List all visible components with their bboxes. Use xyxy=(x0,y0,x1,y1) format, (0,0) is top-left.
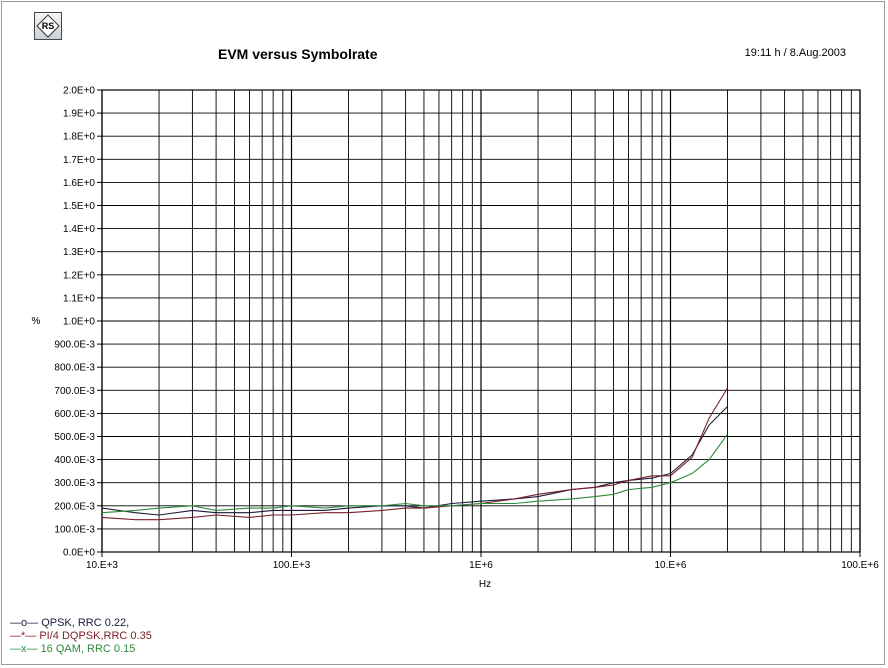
y-tick-label: 1.5E+0 xyxy=(63,201,95,212)
y-tick-label: 600.0E-3 xyxy=(54,409,95,420)
y-tick-label: 1.2E+0 xyxy=(63,270,95,281)
chart-plot: 0.0E+0 100.0E-3 200.0E-3 300.0E-3 400.0E-3 50… xyxy=(32,86,880,591)
legend-marker: —o— xyxy=(10,617,39,629)
legend-label: 16 QAM, RRC 0.15 xyxy=(40,643,136,655)
legend-label: PI/4 DQPSK,RRC 0.35 xyxy=(39,630,152,642)
legend-marker: —*— xyxy=(10,630,37,642)
chart-title: EVM versus Symbolrate xyxy=(218,46,378,62)
x-axis-label: Hz xyxy=(479,579,491,590)
x-tick-label: 10.E+3 xyxy=(86,560,118,571)
y-tick-label: 1.1E+0 xyxy=(63,293,95,304)
svg-text:RS: RS xyxy=(42,21,55,31)
series-line xyxy=(101,406,728,516)
series-line xyxy=(101,433,728,514)
y-tick-label: 1.9E+0 xyxy=(63,109,95,120)
x-tick-label: 100.E+3 xyxy=(273,560,311,571)
y-tick-label: 1.6E+0 xyxy=(63,178,95,189)
y-tick-label: 0.0E+0 xyxy=(63,548,95,559)
y-tick-label: 1.0E+0 xyxy=(63,317,95,328)
y-tick-label: 1.3E+0 xyxy=(63,247,95,258)
y-tick-label: 1.8E+0 xyxy=(63,132,95,143)
plot-area-border xyxy=(101,89,861,553)
y-tick-label: 700.0E-3 xyxy=(54,386,95,397)
legend-item-qpsk: —o— QPSK, RRC 0.22, xyxy=(10,617,152,630)
legend: —o— QPSK, RRC 0.22, —*— PI/4 DQPSK,RRC 0… xyxy=(10,617,152,656)
y-tick-label: 900.0E-3 xyxy=(54,340,95,351)
y-tick-label: 500.0E-3 xyxy=(54,432,95,443)
y-tick-label: 800.0E-3 xyxy=(54,363,95,374)
y-tick-label: 400.0E-3 xyxy=(54,455,95,466)
x-tick-label: 10.E+6 xyxy=(655,560,687,571)
y-tick-label: 100.0E-3 xyxy=(54,524,95,535)
series-line xyxy=(101,387,728,521)
legend-marker: —x— xyxy=(10,643,38,655)
legend-item-dqpsk: —*— PI/4 DQPSK,RRC 0.35 xyxy=(10,630,152,643)
timestamp: 19:11 h / 8.Aug.2003 xyxy=(744,47,846,59)
y-tick-label: 1.4E+0 xyxy=(63,224,95,235)
rs-logo: RS xyxy=(34,12,62,40)
x-tick-label: 100.E+6 xyxy=(841,560,879,571)
legend-label: QPSK, RRC 0.22, xyxy=(41,617,130,629)
legend-item-16qam: —x— 16 QAM, RRC 0.15 xyxy=(10,643,152,656)
y-tick-label: 200.0E-3 xyxy=(54,501,95,512)
y-axis-label: % xyxy=(32,316,41,327)
y-tick-label: 2.0E+0 xyxy=(63,86,95,97)
y-tick-label: 1.7E+0 xyxy=(63,155,95,166)
x-tick-label: 1E+6 xyxy=(469,560,493,571)
rs-logo-icon: RS xyxy=(36,14,60,38)
y-tick-label: 300.0E-3 xyxy=(54,478,95,489)
